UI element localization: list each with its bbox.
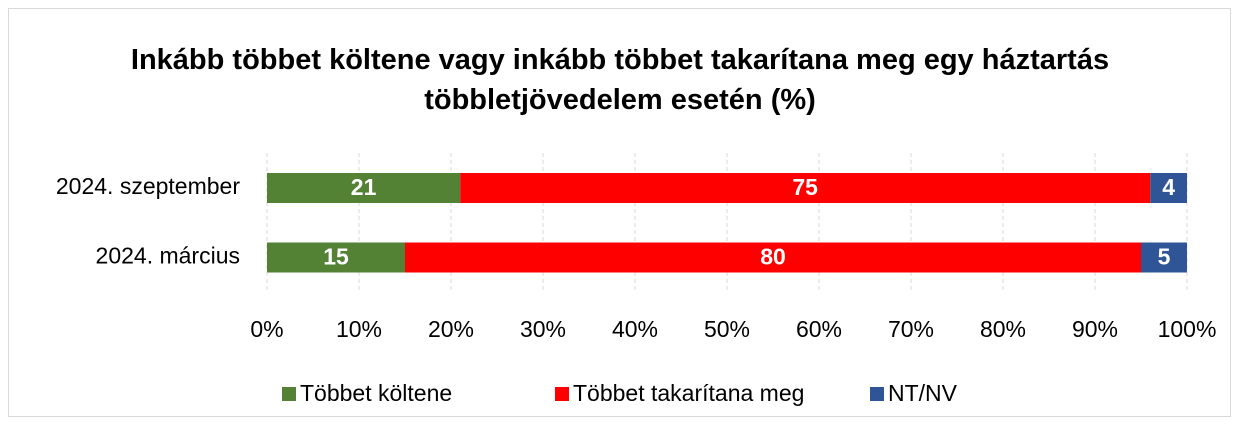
x-tick-label: 40% bbox=[612, 316, 658, 342]
bar-segment bbox=[1141, 242, 1187, 273]
x-tick-label: 10% bbox=[336, 316, 382, 342]
y-tick-label: 2024. szeptember bbox=[56, 173, 240, 199]
x-tick-label: 20% bbox=[428, 316, 474, 342]
legend-swatch bbox=[870, 387, 884, 401]
bar-segment bbox=[460, 173, 1151, 203]
data-label: 80 bbox=[760, 244, 786, 270]
legend-label: Többet költene bbox=[300, 380, 452, 406]
legend-swatch bbox=[555, 387, 569, 401]
data-label: 4 bbox=[1162, 174, 1175, 200]
x-tick-label: 50% bbox=[704, 316, 750, 342]
x-tick-label: 80% bbox=[980, 316, 1026, 342]
data-label: 5 bbox=[1158, 244, 1171, 270]
data-label: 15 bbox=[323, 244, 349, 270]
bar-segment bbox=[405, 242, 1141, 273]
chart-border bbox=[8, 8, 1231, 417]
data-label: 75 bbox=[792, 174, 818, 200]
chart-title: Inkább többet költene vagy inkább többet… bbox=[130, 44, 1110, 116]
x-tick-label: 0% bbox=[250, 316, 283, 342]
bar-segment bbox=[267, 242, 405, 273]
legend-label: Többet takarítana meg bbox=[573, 380, 804, 406]
x-tick-label: 30% bbox=[520, 316, 566, 342]
data-label: 21 bbox=[351, 174, 377, 200]
x-tick-label: 90% bbox=[1072, 316, 1118, 342]
legend-swatch bbox=[282, 387, 296, 401]
x-tick-label: 60% bbox=[796, 316, 842, 342]
x-tick-label: 70% bbox=[888, 316, 934, 342]
bar-segment bbox=[267, 173, 461, 203]
x-tick-label: 100% bbox=[1158, 316, 1217, 342]
bar-segment bbox=[1150, 173, 1187, 203]
legend-label: NT/NV bbox=[888, 380, 958, 406]
y-tick-label: 2024. március bbox=[96, 243, 240, 269]
